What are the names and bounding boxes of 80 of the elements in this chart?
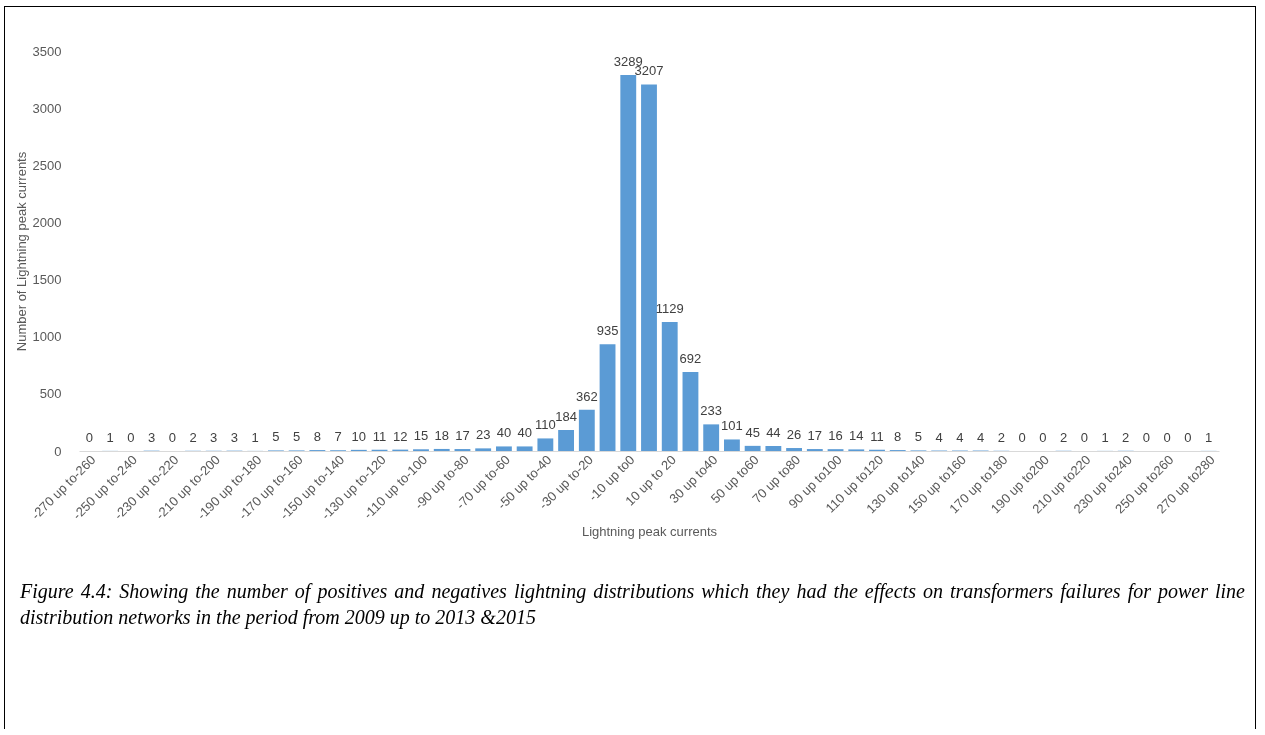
bar bbox=[723, 439, 740, 451]
data-label: 0 bbox=[127, 430, 135, 445]
bar bbox=[495, 446, 512, 451]
y-tick-label: 3500 bbox=[32, 43, 62, 59]
bar bbox=[682, 371, 699, 451]
data-label: 0 bbox=[1163, 430, 1171, 445]
data-label: 5 bbox=[293, 429, 301, 445]
data-label: 4 bbox=[935, 429, 943, 445]
data-label: 2 bbox=[1122, 429, 1130, 445]
y-tick-label: 500 bbox=[39, 386, 62, 402]
data-label: 935 bbox=[596, 323, 619, 339]
bar bbox=[661, 321, 678, 451]
data-label: 3 bbox=[230, 429, 239, 445]
data-label: 2 bbox=[997, 429, 1005, 445]
data-label: 23 bbox=[475, 427, 491, 443]
bar bbox=[703, 424, 720, 451]
data-label: 110 bbox=[535, 417, 556, 433]
data-label: 7 bbox=[334, 429, 342, 445]
data-label: 0 bbox=[1184, 430, 1192, 445]
data-label: 0 bbox=[1018, 430, 1026, 445]
data-label: 11 bbox=[372, 428, 387, 444]
data-label: 11 bbox=[870, 428, 884, 444]
bar bbox=[620, 75, 637, 451]
data-label: 101 bbox=[721, 418, 743, 434]
y-axis-title: Number of Lightning peak currents bbox=[13, 151, 29, 352]
data-label: 0 bbox=[1080, 430, 1088, 445]
y-tick-label: 0 bbox=[54, 443, 62, 459]
x-axis-title: Lightning peak currents bbox=[581, 524, 718, 540]
data-label: 14 bbox=[849, 428, 864, 444]
data-label: 4 bbox=[956, 429, 964, 445]
data-label: 18 bbox=[434, 427, 449, 443]
y-tick-label: 3000 bbox=[32, 100, 62, 116]
data-label: 40 bbox=[517, 425, 532, 441]
data-label: 184 bbox=[555, 408, 577, 424]
data-label: 4 bbox=[977, 429, 985, 445]
y-tick-label: 1500 bbox=[32, 272, 62, 288]
data-label: 1 bbox=[251, 429, 259, 445]
bar bbox=[475, 448, 492, 451]
data-label: 0 bbox=[1142, 430, 1151, 445]
data-label: 8 bbox=[313, 429, 321, 445]
y-tick-label: 1000 bbox=[32, 329, 62, 345]
data-label: 26 bbox=[786, 427, 802, 443]
data-label: 1 bbox=[106, 429, 114, 445]
data-label: 2 bbox=[189, 429, 197, 445]
bar bbox=[558, 429, 575, 451]
bar bbox=[765, 445, 782, 451]
caption: Figure 4.4: Showing the number of positives and negatives lightning distributions which they had the effects on transformers failures for power line distribution networks in the period from 2009 up to 2013 &2015 bbox=[20, 579, 1245, 630]
data-label: 692 bbox=[679, 350, 702, 366]
bar bbox=[578, 409, 595, 451]
bar bbox=[786, 448, 803, 451]
data-label: 0 bbox=[1039, 430, 1047, 445]
data-label: 44 bbox=[766, 424, 781, 440]
data-label: 2 bbox=[1059, 429, 1068, 445]
data-label: 40 bbox=[496, 425, 512, 441]
data-label: 1 bbox=[1101, 429, 1109, 445]
data-label: 5 bbox=[272, 429, 280, 445]
data-label: 17 bbox=[455, 428, 470, 444]
data-label: 45 bbox=[745, 424, 760, 440]
data-label: 0 bbox=[85, 430, 93, 445]
y-tick-label: 2000 bbox=[32, 214, 62, 230]
data-label: 0 bbox=[168, 430, 176, 445]
bar bbox=[744, 445, 761, 451]
bar bbox=[641, 84, 657, 451]
data-label: 15 bbox=[413, 428, 429, 444]
data-label: 10 bbox=[351, 428, 367, 444]
bar bbox=[516, 446, 533, 451]
data-label: 8 bbox=[894, 429, 902, 445]
data-label: 17 bbox=[807, 428, 823, 444]
data-label: 362 bbox=[575, 388, 598, 404]
data-label: 16 bbox=[828, 428, 843, 444]
data-label: 1 bbox=[1205, 429, 1213, 445]
data-label: 3 bbox=[210, 429, 218, 445]
data-label: 233 bbox=[700, 403, 723, 419]
bar bbox=[433, 448, 450, 451]
bar bbox=[537, 438, 554, 451]
data-label: 12 bbox=[393, 428, 408, 444]
y-tick-label: 2500 bbox=[32, 157, 62, 173]
data-label: 3 bbox=[147, 429, 156, 445]
data-label: 5 bbox=[914, 429, 923, 445]
bar bbox=[599, 344, 616, 451]
